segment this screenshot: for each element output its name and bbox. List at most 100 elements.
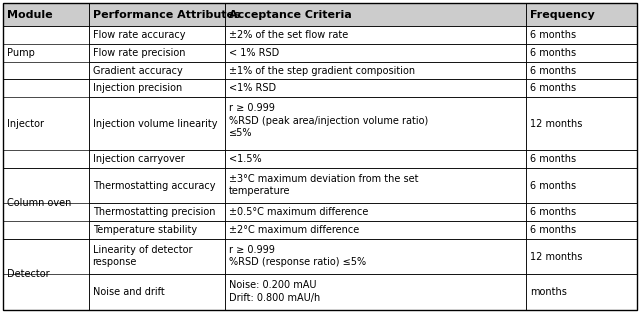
- Bar: [89, 62, 225, 80]
- Bar: [526, 221, 637, 239]
- Text: ±3°C maximum deviation from the set
temperature: ±3°C maximum deviation from the set temp…: [229, 174, 419, 197]
- Bar: [225, 80, 526, 97]
- Text: Noise: 0.200 mAU
Drift: 0.800 mAU/h: Noise: 0.200 mAU Drift: 0.800 mAU/h: [229, 280, 320, 303]
- Bar: [225, 203, 526, 221]
- Bar: [225, 275, 526, 310]
- Text: 6 months: 6 months: [530, 83, 576, 93]
- Bar: [526, 80, 637, 97]
- Bar: [3, 239, 89, 310]
- Text: 6 months: 6 months: [530, 154, 576, 164]
- Bar: [526, 203, 637, 221]
- Text: <1% RSD: <1% RSD: [229, 83, 276, 93]
- Bar: [89, 97, 225, 150]
- Bar: [526, 275, 637, 310]
- Bar: [89, 150, 225, 168]
- Bar: [3, 80, 89, 168]
- Bar: [89, 62, 225, 80]
- Bar: [526, 3, 637, 26]
- Bar: [89, 239, 225, 275]
- Text: Injection volume linearity: Injection volume linearity: [93, 119, 217, 129]
- Text: 12 months: 12 months: [530, 252, 582, 262]
- Bar: [526, 26, 637, 44]
- Bar: [225, 3, 526, 26]
- Bar: [526, 168, 637, 203]
- Bar: [89, 239, 225, 275]
- Text: <1.5%: <1.5%: [229, 154, 261, 164]
- Bar: [225, 44, 526, 62]
- Bar: [526, 150, 637, 168]
- Bar: [3, 26, 89, 80]
- Bar: [526, 44, 637, 62]
- Bar: [225, 62, 526, 80]
- Text: Detector: Detector: [7, 269, 50, 280]
- Bar: [526, 44, 637, 62]
- Bar: [225, 26, 526, 44]
- Text: Thermostatting precision: Thermostatting precision: [93, 207, 215, 217]
- Bar: [225, 44, 526, 62]
- Bar: [89, 221, 225, 239]
- Bar: [89, 150, 225, 168]
- Bar: [225, 239, 526, 275]
- Bar: [3, 168, 89, 239]
- Text: 6 months: 6 months: [530, 181, 576, 191]
- Bar: [89, 80, 225, 97]
- Text: r ≥ 0.999
%RSD (peak area/injection volume ratio)
≤5%: r ≥ 0.999 %RSD (peak area/injection volu…: [229, 103, 428, 138]
- Bar: [89, 26, 225, 44]
- Bar: [526, 203, 637, 221]
- Bar: [89, 203, 225, 221]
- Text: Acceptance Criteria: Acceptance Criteria: [229, 10, 351, 20]
- Bar: [225, 97, 526, 150]
- Bar: [225, 168, 526, 203]
- Bar: [225, 275, 526, 310]
- Text: 6 months: 6 months: [530, 30, 576, 40]
- Bar: [526, 62, 637, 80]
- Text: 6 months: 6 months: [530, 207, 576, 217]
- Bar: [526, 62, 637, 80]
- Bar: [225, 97, 526, 150]
- Text: Module: Module: [7, 10, 52, 20]
- Text: months: months: [530, 287, 566, 297]
- Bar: [89, 275, 225, 310]
- Bar: [526, 221, 637, 239]
- Bar: [3, 239, 89, 310]
- Text: Flow rate accuracy: Flow rate accuracy: [93, 30, 185, 40]
- Bar: [89, 203, 225, 221]
- Bar: [225, 168, 526, 203]
- Bar: [526, 275, 637, 310]
- Bar: [89, 44, 225, 62]
- Bar: [225, 221, 526, 239]
- Bar: [89, 26, 225, 44]
- Bar: [225, 150, 526, 168]
- Bar: [526, 239, 637, 275]
- Bar: [526, 239, 637, 275]
- Bar: [225, 3, 526, 26]
- Bar: [3, 168, 89, 239]
- Bar: [225, 62, 526, 80]
- Text: Pump: Pump: [7, 48, 35, 58]
- Bar: [3, 3, 89, 26]
- Text: ±1% of the step gradient composition: ±1% of the step gradient composition: [229, 65, 415, 75]
- Text: 12 months: 12 months: [530, 119, 582, 129]
- Bar: [526, 97, 637, 150]
- Text: ±2% of the set flow rate: ±2% of the set flow rate: [229, 30, 348, 40]
- Bar: [89, 275, 225, 310]
- Text: Injector: Injector: [7, 119, 44, 129]
- Text: ±0.5°C maximum difference: ±0.5°C maximum difference: [229, 207, 368, 217]
- Text: Flow rate precision: Flow rate precision: [93, 48, 185, 58]
- Bar: [526, 26, 637, 44]
- Text: ±2°C maximum difference: ±2°C maximum difference: [229, 225, 359, 235]
- Bar: [225, 203, 526, 221]
- Bar: [3, 80, 89, 168]
- Bar: [89, 168, 225, 203]
- Bar: [89, 80, 225, 97]
- Text: Injection precision: Injection precision: [93, 83, 182, 93]
- Bar: [89, 168, 225, 203]
- Text: Gradient accuracy: Gradient accuracy: [93, 65, 182, 75]
- Bar: [89, 3, 225, 26]
- Text: Temperature stability: Temperature stability: [93, 225, 196, 235]
- Bar: [89, 97, 225, 150]
- Bar: [89, 221, 225, 239]
- Bar: [3, 26, 89, 80]
- Bar: [526, 3, 637, 26]
- Bar: [225, 80, 526, 97]
